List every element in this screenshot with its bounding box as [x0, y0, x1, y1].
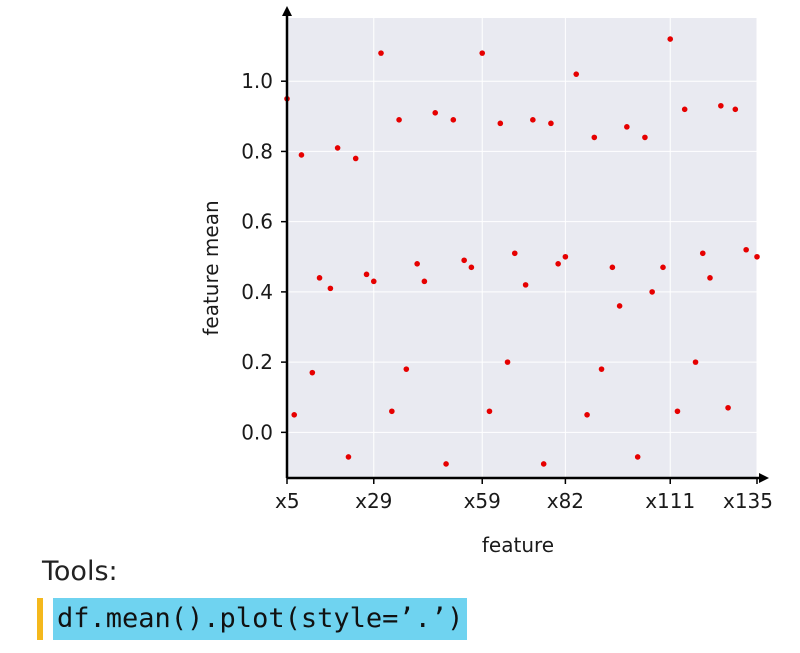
data-point: [609, 264, 616, 271]
data-point: [403, 366, 410, 372]
data-point: [681, 106, 688, 113]
data-point: [291, 411, 298, 418]
x-tick-label: x5: [275, 489, 300, 513]
y-tick-label: 0.6: [241, 210, 273, 234]
data-point: [421, 278, 428, 285]
data-point: [598, 366, 605, 372]
data-point: [450, 117, 457, 123]
data-point: [414, 261, 420, 267]
data-point: [642, 134, 648, 141]
grid-lines: [286, 18, 758, 478]
x-axis-arrow-icon: [759, 473, 769, 483]
data-points: [284, 36, 760, 467]
data-point: [616, 303, 623, 309]
data-point: [692, 359, 699, 365]
y-axis-arrow-icon: [282, 6, 292, 16]
plot-background: [287, 18, 757, 478]
code-accent-bar: [37, 598, 43, 640]
y-tick-label: 1.0: [241, 69, 273, 93]
data-point: [396, 117, 402, 123]
data-point: [573, 71, 580, 77]
data-point: [555, 261, 561, 267]
tools-label: Tools:: [42, 556, 118, 587]
data-point: [707, 275, 713, 281]
data-point: [443, 461, 449, 467]
data-point: [468, 264, 475, 271]
data-point: [363, 271, 370, 278]
data-point: [432, 110, 439, 116]
x-tick-label: x82: [547, 489, 584, 513]
x-tick-label: x111: [645, 489, 695, 513]
data-point: [649, 289, 655, 295]
data-point: [562, 253, 569, 260]
data-point: [674, 408, 681, 415]
data-point: [754, 253, 760, 260]
x-tick-label: x29: [355, 489, 392, 513]
y-tick-label: 0.0: [241, 420, 273, 444]
data-point: [699, 250, 706, 257]
data-point: [718, 102, 724, 109]
x-axis-label: feature: [482, 533, 554, 557]
data-point: [352, 155, 359, 162]
data-point: [530, 117, 536, 123]
data-point: [497, 120, 504, 127]
data-point: [309, 369, 316, 376]
data-point: [327, 285, 334, 292]
data-point: [370, 278, 377, 285]
data-point: [511, 250, 518, 257]
data-point: [634, 454, 641, 460]
y-axis-label: feature mean: [199, 200, 223, 335]
data-point: [743, 246, 749, 253]
data-point: [378, 50, 384, 56]
data-point: [479, 50, 486, 56]
y-tick-label: 0.4: [241, 280, 273, 304]
data-point: [548, 120, 554, 127]
plot-area: [287, 18, 757, 478]
data-point: [591, 134, 598, 141]
x-tick-labels: x5 x29 x59 x82 x111 x135: [275, 478, 773, 513]
data-point: [540, 461, 547, 467]
data-point: [298, 152, 305, 158]
data-point: [461, 257, 467, 264]
x-tick-label: x59: [464, 489, 501, 513]
data-point: [732, 106, 739, 113]
data-point: [389, 408, 395, 415]
y-tick-label: 0.2: [241, 350, 273, 374]
data-point: [624, 124, 630, 130]
axes: [282, 6, 769, 483]
data-point: [667, 36, 674, 42]
x-tick-label: x135: [723, 489, 773, 513]
code-snippet: df.mean().plot(style=’.’): [37, 598, 468, 640]
data-point: [486, 408, 493, 415]
data-point: [660, 264, 666, 271]
data-point: [504, 359, 511, 365]
code-text: df.mean().plot(style=’.’): [53, 598, 468, 640]
scatter-chart: 0.0 0.2 0.4 0.6 0.8 1.0 x5 x29 x59 x82 x111 x135 f…: [199, 6, 773, 557]
data-point: [345, 454, 352, 460]
data-point: [522, 282, 529, 288]
y-tick-labels: 0.0 0.2 0.4 0.6 0.8 1.0: [241, 69, 287, 444]
data-point: [584, 411, 590, 418]
data-point: [316, 275, 323, 281]
y-tick-label: 0.8: [241, 139, 273, 163]
data-point: [725, 404, 731, 411]
data-point: [334, 145, 341, 151]
